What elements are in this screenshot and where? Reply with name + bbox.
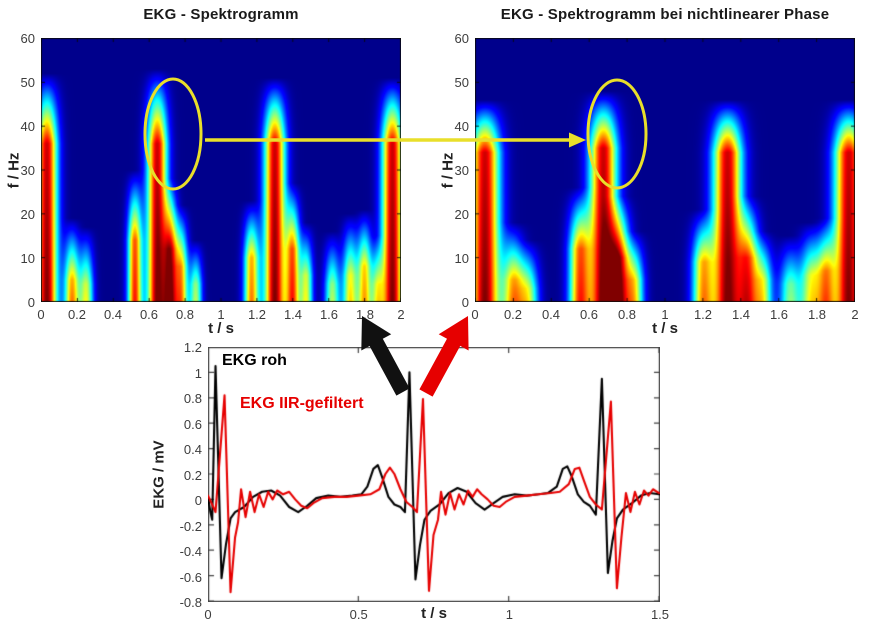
y-tick-label: -0.8 [179,595,202,610]
y-tick-label: 0.8 [183,391,202,406]
x-tick-label: 0 [37,307,45,322]
x-tick-label: 2 [397,307,405,322]
y-tick-label: -0.6 [179,569,202,585]
spectrogram-nonlinear-canvas [475,38,855,302]
y-tick-label: -0.4 [179,544,202,559]
x-tick-label: 1.6 [769,307,789,322]
x-tick-label: 0.8 [617,307,637,322]
x-tick-label: 1 [217,307,225,322]
y-tick-label: 0.2 [183,467,202,483]
y-tick-label: 0 [461,295,469,310]
y-tick-label: 10 [454,251,469,266]
y-tick-label: 60 [454,31,469,46]
x-tick-label: 1.5 [650,607,670,622]
x-tick-label: 0.5 [349,607,368,622]
y-tick-label: 50 [20,75,35,90]
y-tick-label: 0.6 [183,416,202,432]
x-tick-label: 0.4 [541,307,561,322]
ekg-xlabel: t / s [421,605,447,622]
x-tick-label: 1 [661,307,669,322]
x-tick-label: 1.6 [319,307,339,322]
y-tick-label: 40 [454,119,469,134]
x-tick-label: 1.4 [283,307,303,322]
y-tick-label: 0 [194,493,202,508]
y-tick-label: 0.4 [183,442,202,457]
y-tick-label: 1 [194,365,202,381]
y-tick-label: 40 [20,119,35,134]
spectrogram-raw-title: EKG - Spektrogramm [143,6,299,23]
x-tick-label: 0 [204,607,212,622]
y-tick-label: 1.2 [183,340,202,355]
x-tick-label: 1.2 [693,307,713,322]
legend-filtered-label: EKG IIR-gefiltert [240,395,364,412]
y-tick-label: 50 [454,75,469,90]
y-tick-label: -0.2 [179,518,202,534]
y-tick-label: 30 [454,163,469,178]
x-tick-label: 0.6 [579,307,599,322]
ekg-plot-canvas [208,347,660,602]
y-tick-label: 20 [454,207,469,222]
y-tick-label: 30 [20,163,35,178]
x-tick-label: 1 [505,607,513,622]
x-tick-label: 0.2 [503,307,523,322]
spectrogram-nonlinear-xlabel: t / s [652,320,678,337]
x-tick-label: 0.8 [175,307,195,322]
x-tick-label: 1.4 [731,307,751,322]
x-tick-label: 0.2 [67,307,87,322]
spectrogram-raw-xlabel: t / s [208,320,234,337]
spectrogram-nonlinear-title: EKG - Spektrogramm bei nichtlinearer Pha… [500,6,830,23]
x-tick-label: 0 [471,307,479,322]
legend-raw-label: EKG roh [222,352,287,369]
y-tick-label: 10 [20,251,35,266]
y-tick-label: 20 [20,207,35,222]
x-tick-label: 1.8 [807,307,827,322]
y-tick-label: 0 [27,295,35,310]
x-tick-label: 0.6 [139,307,159,322]
y-tick-label: 60 [20,31,35,46]
x-tick-label: 1.2 [247,307,267,322]
x-tick-label: 0.4 [103,307,123,322]
x-tick-label: 2 [851,307,859,322]
spectrogram-raw-canvas [41,38,401,302]
